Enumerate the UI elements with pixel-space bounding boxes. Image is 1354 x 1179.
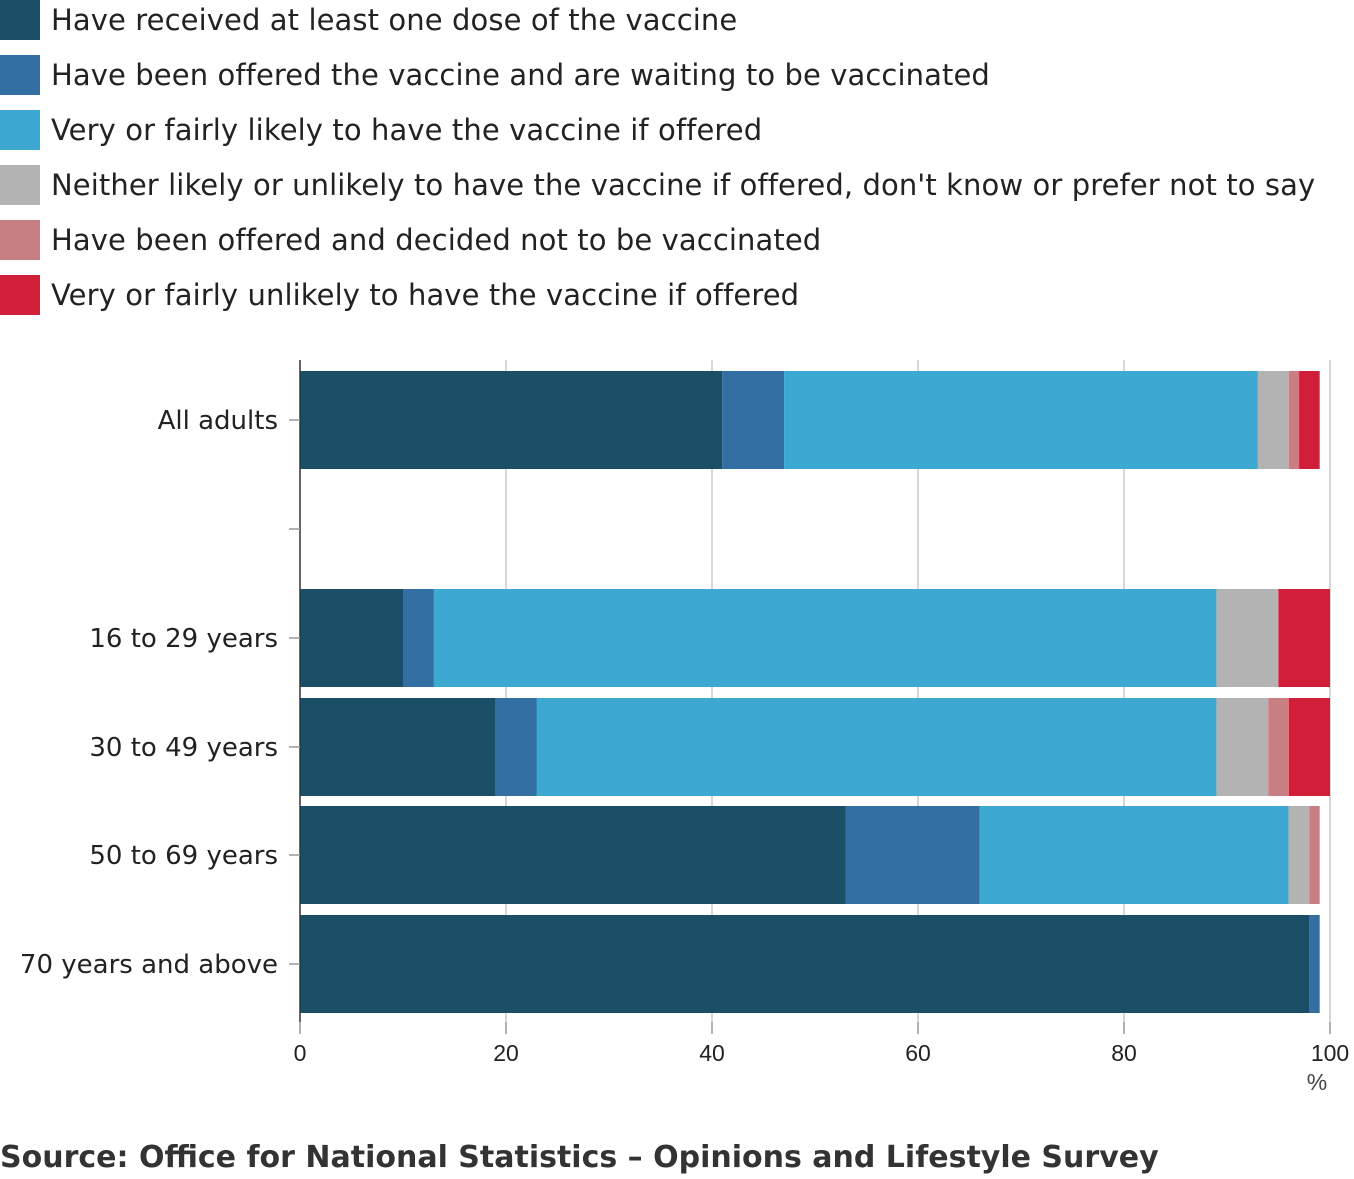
- legend-item: Have been offered and decided not to be …: [0, 220, 821, 260]
- category-label: 30 to 49 years: [89, 733, 278, 763]
- legend-label: Very or fairly unlikely to have the vacc…: [51, 278, 800, 312]
- legend-label: Very or fairly likely to have the vaccin…: [51, 113, 763, 147]
- legend-swatch: [0, 110, 40, 150]
- legend-item: Very or fairly likely to have the vaccin…: [0, 110, 762, 150]
- legend-swatch: [0, 0, 40, 40]
- legend-swatch: [0, 220, 40, 260]
- legend-label: Have been offered the vaccine and are wa…: [51, 58, 990, 92]
- bar-segment: [1288, 698, 1330, 796]
- legend-item: Have been offered the vaccine and are wa…: [0, 55, 990, 95]
- bar-segment: [1216, 698, 1269, 796]
- bar-segment: [1257, 371, 1289, 469]
- bar-segment: [1216, 589, 1279, 687]
- x-unit-label: %: [1307, 1069, 1327, 1095]
- bar-segment: [300, 371, 723, 469]
- legend-item: Very or fairly unlikely to have the vacc…: [0, 275, 799, 315]
- bar-segment: [300, 589, 403, 687]
- bar-segment: [1288, 371, 1300, 469]
- source-note: Source: Office for National Statistics –…: [0, 1140, 1159, 1175]
- bar-segment: [979, 806, 1289, 904]
- category-label: 50 to 69 years: [89, 841, 278, 871]
- bar-segment: [1278, 589, 1330, 687]
- bar-segment: [784, 371, 1258, 469]
- legend-label: Have been offered and decided not to be …: [51, 223, 822, 257]
- bar-segment: [536, 698, 1217, 796]
- legend-item: Have received at least one dose of the v…: [0, 0, 737, 40]
- chart: All adults 16 to 29 years 30 to 49 years 50…: [20, 360, 1349, 1095]
- bar-segment: [1299, 371, 1320, 469]
- bar-segment: [722, 371, 785, 469]
- bar-segment: [403, 589, 434, 687]
- legend-label: Have received at least one dose of the v…: [51, 3, 738, 37]
- x-tick-label: 20: [493, 1040, 519, 1066]
- legend-label: Neither likely or unlikely to have the v…: [51, 168, 1316, 202]
- category-label: 16 to 29 years: [89, 624, 278, 654]
- x-tick-label: 60: [905, 1040, 931, 1066]
- bar-segment: [1309, 915, 1320, 1013]
- bar-segment: [300, 698, 496, 796]
- x-tick-label: 80: [1111, 1040, 1137, 1066]
- bar-segment: [845, 806, 980, 904]
- bar-segment: [495, 698, 537, 796]
- bar-segment: [300, 915, 1310, 1013]
- legend-swatch: [0, 165, 40, 205]
- bar-segment: [1309, 806, 1320, 904]
- x-tick-label: 40: [699, 1040, 725, 1066]
- bar-segment: [433, 589, 1217, 687]
- x-tick-label: 0: [294, 1040, 307, 1066]
- x-tick-label: 100: [1311, 1040, 1349, 1066]
- bar-segment: [1268, 698, 1289, 796]
- category-label: All adults: [158, 406, 278, 436]
- category-label: 70 years and above: [20, 950, 278, 980]
- bar-segment: [300, 806, 846, 904]
- legend-item: Neither likely or unlikely to have the v…: [0, 165, 1315, 205]
- legend-swatch: [0, 275, 40, 315]
- legend-swatch: [0, 55, 40, 95]
- bar-segment: [1288, 806, 1310, 904]
